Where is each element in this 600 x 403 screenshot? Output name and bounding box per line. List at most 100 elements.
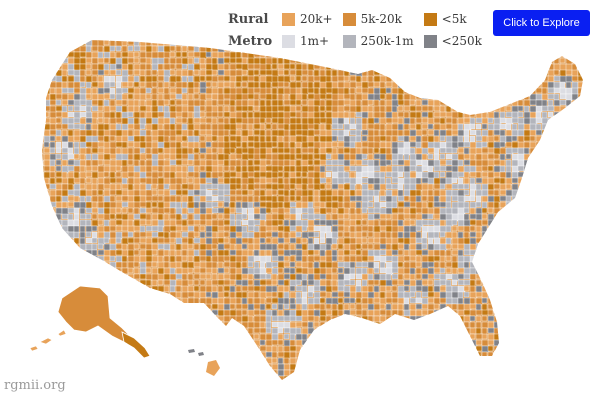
county-cell <box>169 69 176 76</box>
county-cell <box>337 243 344 250</box>
county-cell <box>91 87 98 95</box>
county-cell <box>541 81 549 89</box>
county-cell <box>253 255 261 262</box>
county-cell <box>223 231 230 238</box>
county-cell <box>451 69 459 78</box>
county-cell <box>61 51 69 59</box>
county-cell <box>205 345 214 353</box>
county-cell <box>553 279 562 288</box>
county-cell <box>493 351 502 359</box>
county-cell <box>181 135 188 142</box>
county-cell <box>145 303 154 312</box>
county-cell <box>319 321 326 330</box>
county-cell <box>42 249 46 257</box>
county-cell <box>169 63 176 70</box>
county-cell <box>265 147 273 155</box>
county-cell <box>445 285 453 293</box>
county-cell <box>331 255 338 262</box>
county-cell <box>397 171 404 178</box>
county-cell <box>343 303 350 311</box>
county-cell <box>139 273 147 280</box>
county-cell <box>42 81 44 88</box>
county-cell <box>91 255 99 262</box>
county-cell <box>577 195 583 203</box>
county-cell <box>355 225 363 233</box>
county-cell <box>139 51 147 59</box>
county-cell <box>175 357 182 366</box>
county-cell <box>163 57 170 65</box>
county-cell <box>181 99 189 106</box>
county-cell <box>97 261 106 270</box>
county-cell <box>175 57 183 65</box>
county-cell <box>265 207 272 214</box>
county-cell <box>145 261 153 268</box>
county-cell <box>283 171 290 179</box>
county-cell <box>217 357 224 364</box>
county-cell <box>511 267 519 276</box>
county-cell <box>121 279 130 286</box>
county-cell <box>421 189 429 197</box>
county-cell <box>235 51 242 59</box>
county-cell <box>73 231 80 239</box>
county-cell <box>223 237 230 244</box>
county-cell <box>175 99 183 106</box>
county-cell <box>505 171 512 179</box>
county-cell <box>577 225 583 232</box>
county-cell <box>355 57 363 66</box>
county-cell <box>283 219 290 227</box>
county-cell <box>115 147 122 155</box>
county-cell <box>139 141 147 149</box>
county-cell <box>553 249 561 258</box>
county-cell <box>337 147 345 155</box>
county-cell <box>283 333 290 340</box>
county-cell <box>103 237 110 244</box>
county-cell <box>247 351 255 359</box>
county-cell <box>43 111 50 118</box>
county-cell <box>103 363 110 372</box>
county-cell <box>349 159 356 166</box>
county-cell <box>547 285 555 292</box>
county-cell <box>415 57 423 64</box>
county-cell <box>397 297 405 305</box>
county-cell <box>109 189 117 196</box>
county-cell <box>571 315 579 324</box>
county-cell <box>349 249 357 256</box>
county-cell <box>493 45 500 52</box>
county-cell <box>235 183 242 190</box>
county-cell <box>397 237 405 244</box>
county-cell <box>43 165 51 172</box>
county-cell <box>277 111 285 119</box>
county-cell <box>313 333 322 341</box>
county-cell <box>565 333 572 341</box>
county-cell <box>391 279 399 286</box>
county-cell <box>391 291 399 299</box>
county-cell <box>571 303 578 312</box>
county-cell <box>49 153 57 161</box>
county-cell <box>499 165 506 173</box>
county-cell <box>487 183 495 191</box>
county-cell <box>337 267 344 274</box>
county-cell <box>343 111 350 119</box>
county-cell <box>355 327 364 334</box>
county-cell <box>241 183 248 191</box>
county-cell <box>385 225 393 233</box>
county-cell <box>133 171 141 179</box>
county-cell <box>409 321 416 328</box>
county-cell <box>79 231 86 239</box>
county-cell <box>457 75 466 83</box>
county-cell <box>169 327 177 334</box>
county-cell <box>42 117 46 125</box>
county-cell <box>199 357 206 365</box>
county-cell <box>541 339 549 347</box>
county-cell <box>325 333 332 340</box>
county-cell <box>409 237 417 245</box>
county-cell <box>439 333 448 342</box>
county-cell <box>139 315 147 322</box>
county-cell <box>211 75 219 83</box>
county-cell <box>43 285 50 294</box>
county-cell <box>403 81 411 90</box>
county-cell <box>463 249 471 256</box>
county-cell <box>42 40 46 46</box>
county-cell <box>571 123 578 130</box>
county-cell <box>91 267 99 276</box>
